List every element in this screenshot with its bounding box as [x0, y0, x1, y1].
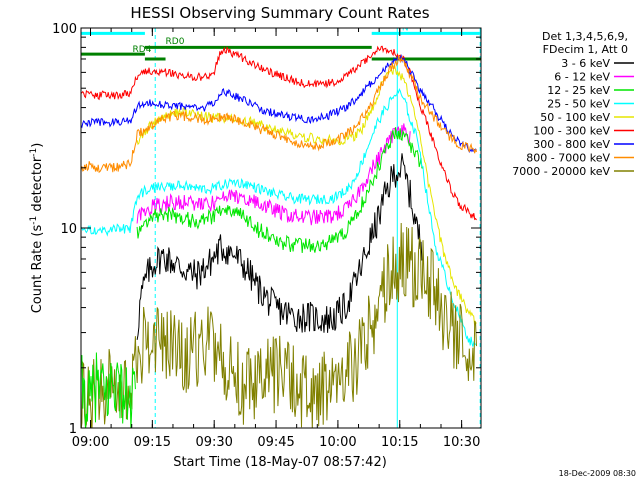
legend-label-5: 100 - 300 keV [533, 125, 610, 138]
legend-header-1: FDecim 1, Att 0 [543, 43, 628, 56]
legend-label-8: 7000 - 20000 keV [512, 165, 610, 178]
x-tick-label-3: 09:45 [257, 435, 294, 450]
series-line-6 [81, 53, 477, 154]
state-label-rd0: RD0 [166, 37, 185, 47]
y-tick-label-1: 10 [60, 222, 77, 237]
series-line-3 [81, 87, 477, 347]
series-line-5 [81, 45, 477, 221]
state-label-rd4: RD4 [133, 45, 152, 55]
series-line-7 [81, 55, 477, 174]
axes: 09:00 09:15 09:30 09:45 10:00 10:15 10:30 1 10 10… [52, 22, 481, 450]
y-tick-label-0: 1 [69, 422, 77, 437]
y-tick-label-2: 100 [52, 22, 77, 37]
y-axis-label-sup2: -1 [29, 148, 39, 157]
x-tick-label-1: 09:15 [134, 435, 171, 450]
series-line-2 [136, 127, 423, 254]
legend-label-3: 25 - 50 keV [547, 98, 610, 111]
chart-title: HESSI Observing Summary Count Rates [130, 4, 429, 22]
series-line-0 [136, 153, 423, 340]
legend-label-4: 50 - 100 keV [540, 111, 610, 124]
y-axis-label-end: ) [30, 143, 45, 148]
legend-label-1: 6 - 12 keV [554, 71, 610, 84]
legend-label-0: 3 - 6 keV [561, 57, 610, 70]
series-line-green-early [81, 352, 136, 428]
y-axis-label: Count Rate (s-1 detector-1) [29, 143, 45, 314]
legend-header-0: Det 1,3,4,5,6,9, [542, 30, 628, 43]
legend-label-6: 300 - 800 keV [533, 138, 610, 151]
x-tick-label-0: 09:00 [72, 435, 109, 450]
x-tick-label-6: 10:30 [443, 435, 480, 450]
series-line-1 [136, 123, 411, 226]
series-lines: N RD0 RD4 [81, 24, 477, 428]
state-label-n: N [402, 24, 409, 34]
legend-label-7: 800 - 7000 keV [526, 152, 610, 165]
footer-timestamp: 18-Dec-2009 08:30 [559, 469, 636, 478]
x-tick-label-2: 09:30 [195, 435, 232, 450]
x-tick-label-4: 10:00 [319, 435, 356, 450]
legend-label-2: 12 - 25 keV [547, 84, 610, 97]
legend: Det 1,3,4,5,6,9,FDecim 1, Att 03 - 6 keV… [512, 30, 634, 178]
y-axis-label-main: Count Rate (s [30, 225, 45, 314]
series-line-4 [136, 65, 477, 326]
y-axis-label-mid: detector [30, 156, 45, 216]
x-axis-label: Start Time (18-May-07 08:57:42) [173, 455, 387, 470]
x-tick-label-5: 10:15 [381, 435, 418, 450]
series-line-8 [81, 222, 477, 428]
y-axis-label-sup: -1 [29, 216, 39, 225]
